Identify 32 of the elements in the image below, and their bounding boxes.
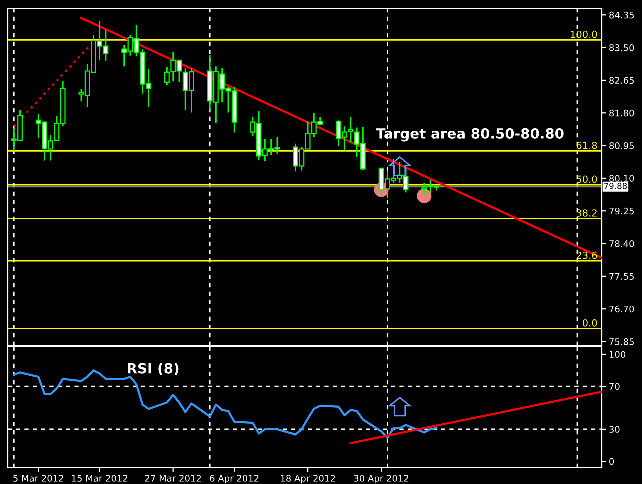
y-tick-label: 100 <box>610 351 626 358</box>
annotation: 23.6 <box>576 252 598 260</box>
y-tick-label: 79.25 <box>610 208 634 215</box>
y-tick-label: 84.35 <box>610 12 634 19</box>
x-tick-label: 6 Apr 2012 <box>210 475 259 484</box>
y-tick-label: 80.10 <box>610 175 634 182</box>
ref-line-label: 79.88 <box>604 183 628 190</box>
y-tick-label: 75.85 <box>610 338 634 346</box>
annotation: 61.8 <box>576 142 598 150</box>
y-tick-label: 80.95 <box>610 142 634 150</box>
y-tick-label: 81.80 <box>610 110 634 117</box>
candlestick <box>348 116 354 144</box>
y-tick-label: 83.50 <box>610 44 634 52</box>
annotation: 50.0 <box>576 176 598 184</box>
x-tick-label: 15 Mar 2012 <box>72 475 128 482</box>
candlestick <box>164 66 170 86</box>
x-tick-label: 5 Mar 2012 <box>14 475 64 482</box>
annotation: 0.0 <box>583 319 598 327</box>
y-tick-label: 82.65 <box>610 77 634 84</box>
annotation: 38.2 <box>576 210 597 217</box>
annotation: RSI (8) <box>128 363 179 376</box>
y-tick-label: 77.55 <box>610 273 634 280</box>
y-tick-label: 30 <box>610 426 620 434</box>
y-tick-label: 76.70 <box>610 306 634 313</box>
y-tick-label: 78.40 <box>610 240 634 248</box>
x-tick-label: 30 Apr 2012 <box>354 475 409 484</box>
annotation: Target area 80.50-80.80 <box>376 128 564 142</box>
annotation: 100.0 <box>571 30 598 38</box>
y-tick-label: 70 <box>610 383 620 390</box>
y-tick-label: 0 <box>610 458 614 466</box>
x-tick-label: 27 Mar 2012 <box>145 475 202 482</box>
x-tick-label: 18 Apr 2012 <box>281 475 336 484</box>
